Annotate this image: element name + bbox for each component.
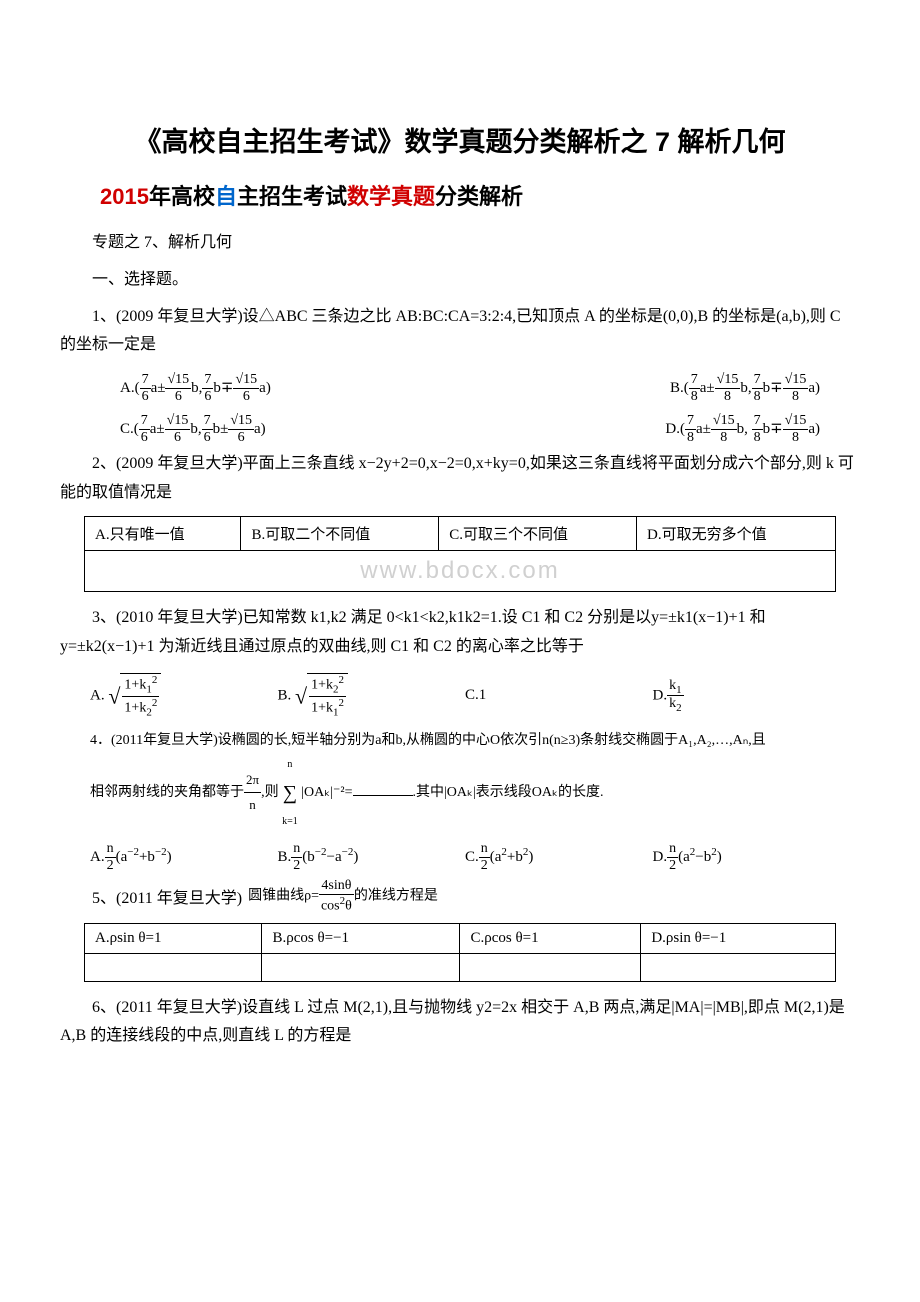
q3-opt-d: D.k1k2 <box>653 678 841 715</box>
q5-line: 5、(2011 年复旦大学) 圆锥曲线ρ=4sinθcos2θ的准线方程是 <box>60 878 860 915</box>
q5-opt-a: A.ρsin θ=1 <box>85 923 262 953</box>
q1-opt-b: B.(78a±√158b,78b∓√158a) <box>670 372 820 405</box>
subtitle-t1: 年高校 <box>149 184 215 209</box>
q5-formula: 圆锥曲线ρ=4sinθcos2θ的准线方程是 <box>248 878 438 915</box>
q5-opt-b: B.ρcos θ=−1 <box>262 923 460 953</box>
subtitle-auto: 自 <box>215 184 237 209</box>
q4-line1: 4．(2011年复旦大学)设椭圆的长,短半轴分别为a和b,从椭圆的中心O依次引n… <box>90 728 830 755</box>
q4-opt-d: D.n2(a2−b2) <box>653 841 841 874</box>
q3-text: 3、(2010 年复旦大学)已知常数 k1,k2 满足 0<k1<k2,k1k2… <box>60 604 860 662</box>
q4-opt-b: B.n2(b−2−a−2) <box>278 841 466 874</box>
section-label: 专题之 7、解析几何 <box>60 229 860 258</box>
q4-opt-c: C.n2(a2+b2) <box>465 841 653 874</box>
q5-table: A.ρsin θ=1 B.ρcos θ=−1 C.ρcos θ=1 D.ρsin… <box>84 923 836 982</box>
q1-row-cd: C.(76a±√156b,76b±√156a) D.(78a±√158b, 78… <box>60 409 860 450</box>
q3-options: A. √1+k121+k22 B. √1+k221+k12 C.1 D.k1k2 <box>60 669 860 722</box>
subtitle-year: 2015 <box>100 184 149 209</box>
q4-block: 4．(2011年复旦大学)设椭圆的长,短半轴分别为a和b,从椭圆的中心O依次引n… <box>60 722 860 837</box>
q4-options: A.n2(a−2+b−2) B.n2(b−2−a−2) C.n2(a2+b2) … <box>60 837 860 878</box>
subtitle-math: 数学真题 <box>347 184 435 209</box>
q1-row-ab: A.(76a±√156b,76b∓√156a) B.(78a±√158b,78b… <box>60 368 860 409</box>
q3-opt-c: C.1 <box>465 687 653 704</box>
q5-opt-d: D.ρsin θ=−1 <box>641 923 836 953</box>
q2-opt-b: B.可取二个不同值 <box>241 516 439 550</box>
q2-opt-c: C.可取三个不同值 <box>439 516 637 550</box>
q1-opt-a: A.(76a±√156b,76b∓√156a) <box>120 372 271 405</box>
subtitle: 2015年高校自主招生考试数学真题分类解析 <box>100 179 860 211</box>
q6-text: 6、(2011 年复旦大学)设直线 L 过点 M(2,1),且与抛物线 y2=2… <box>60 994 860 1052</box>
q2-opt-a: A.只有唯一值 <box>85 516 241 550</box>
subtitle-t2: 主招生考试 <box>237 184 347 209</box>
q4-opt-a: A.n2(a−2+b−2) <box>90 841 278 874</box>
subtitle-rest: 分类解析 <box>435 184 523 209</box>
q3-opt-b: B. √1+k221+k12 <box>278 673 466 718</box>
part1-label: 一、选择题。 <box>60 266 860 295</box>
q5-opt-c: C.ρcos θ=1 <box>460 923 641 953</box>
main-title: 《高校自主招生考试》数学真题分类解析之 7 解析几何 <box>60 120 860 159</box>
q1-text: 1、(2009 年复旦大学)设△ABC 三条边之比 AB:BC:CA=3:2:4… <box>60 303 860 361</box>
q2-text: 2、(2009 年复旦大学)平面上三条直线 x−2y+2=0,x−2=0,x+k… <box>60 450 860 508</box>
q3-opt-a: A. √1+k121+k22 <box>90 673 278 718</box>
watermark: www.bdocx.com <box>85 550 836 591</box>
q2-opt-d: D.可取无穷多个值 <box>637 516 836 550</box>
q1-opt-c: C.(76a±√156b,76b±√156a) <box>120 413 266 446</box>
q4-line2: 相邻两射线的夹角都等于2πn,则 n∑k=1 |OAₖ|⁻²=.其中|OAₖ|表… <box>90 755 830 831</box>
q2-table: A.只有唯一值 B.可取二个不同值 C.可取三个不同值 D.可取无穷多个值 ww… <box>84 516 836 592</box>
q5-lead: 5、(2011 年复旦大学) <box>60 884 242 908</box>
q1-opt-d: D.(78a±√158b, 78b∓√158a) <box>665 413 820 446</box>
